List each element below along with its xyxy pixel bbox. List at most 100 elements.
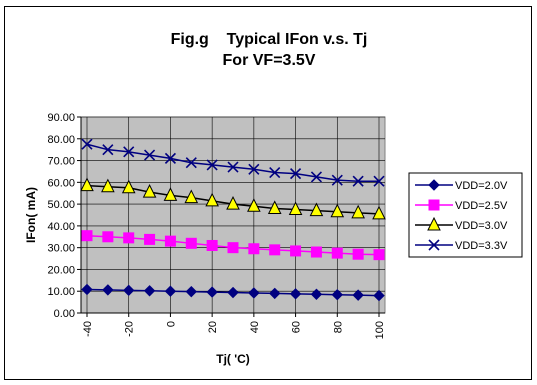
legend-box — [408, 172, 523, 258]
y-tick-label: 90.00 — [47, 112, 75, 124]
data-point — [331, 174, 343, 186]
legend: VDD=2.0V VDD=2.5V VDD=3.0V VDD=3.3V — [408, 172, 523, 258]
data-point — [102, 284, 114, 296]
y-axis-ticks: 0.00 10.00 20.00 30.00 40.00 50.00 60.00 70.00 8… — [47, 112, 81, 320]
x-axis-ticks: -40 -20 0 20 40 60 80 100 — [82, 313, 386, 339]
y-tick-label: 50.00 — [47, 199, 75, 211]
data-point — [289, 288, 302, 300]
y-tick-label: 80.00 — [47, 134, 75, 146]
legend-entry: VDD=3.0V — [415, 216, 508, 232]
data-point — [247, 198, 261, 212]
legend-marker — [428, 199, 440, 211]
legend-label: VDD=2.0V — [455, 180, 508, 192]
series-2 — [81, 230, 385, 261]
legend-marker — [428, 239, 440, 251]
data-point — [352, 175, 364, 187]
series-1 — [81, 283, 385, 302]
data-point — [267, 200, 282, 214]
data-point — [310, 246, 322, 258]
data-point — [144, 149, 156, 161]
data-point — [330, 203, 345, 218]
data-point — [248, 163, 260, 175]
legend-label: VDD=3.0V — [455, 220, 508, 232]
x-tick-label: 0 — [165, 321, 177, 327]
series-group — [80, 138, 386, 302]
data-point — [123, 146, 135, 158]
data-point — [164, 235, 176, 247]
data-point — [248, 287, 260, 299]
data-point — [144, 233, 156, 245]
data-point — [226, 195, 240, 210]
data-point — [80, 177, 94, 192]
legend-label: VDD=2.5V — [455, 200, 508, 212]
data-point — [351, 204, 365, 219]
data-point — [227, 242, 239, 254]
data-point — [373, 289, 385, 302]
data-point — [206, 239, 218, 251]
x-tick-label: -40 — [82, 321, 94, 337]
data-point — [290, 168, 302, 180]
chart-title: Fig.g Typical IFon v.s. Tj — [171, 31, 368, 48]
data-point — [123, 284, 135, 297]
x-tick-label: 100 — [374, 321, 386, 339]
data-point — [331, 247, 343, 259]
data-point — [185, 157, 197, 169]
data-point — [269, 287, 281, 300]
data-point — [81, 283, 93, 296]
data-point — [121, 179, 136, 194]
x-axis-title: Tj( 'C) — [216, 352, 250, 366]
legend-marker — [428, 179, 440, 191]
data-point — [101, 178, 115, 193]
data-point — [164, 152, 176, 164]
data-point — [309, 202, 324, 217]
legend-entry: VDD=2.5V — [415, 199, 508, 212]
data-point — [184, 189, 199, 204]
data-point — [288, 201, 303, 216]
data-point — [290, 245, 302, 257]
data-point — [102, 231, 114, 243]
data-point — [310, 171, 322, 183]
legend-entry: VDD=3.3V — [415, 239, 508, 252]
x-tick-label: 60 — [291, 321, 303, 333]
data-point — [269, 244, 281, 256]
legend-label: VDD=3.3V — [455, 240, 508, 252]
y-tick-label: 60.00 — [47, 177, 75, 189]
y-tick-label: 30.00 — [47, 243, 75, 255]
data-point — [227, 161, 239, 173]
series-4 — [81, 138, 385, 187]
data-point — [206, 286, 218, 298]
data-point — [185, 237, 197, 249]
chart-frame: Fig.g Typical IFon v.s. Tj For VF=3.5V 0… — [4, 6, 532, 380]
data-point — [185, 285, 197, 298]
data-point — [206, 159, 218, 171]
data-point — [248, 243, 260, 255]
y-tick-label: 10.00 — [47, 286, 75, 298]
data-point — [81, 230, 93, 242]
data-point — [143, 285, 156, 297]
y-axis-title: IFon( mA) — [24, 187, 38, 243]
data-point — [310, 288, 323, 300]
data-point — [102, 144, 114, 156]
data-point — [81, 138, 93, 150]
x-tick-label: 20 — [207, 321, 219, 333]
data-point — [331, 288, 343, 301]
data-point — [142, 184, 157, 198]
y-tick-label: 20.00 — [47, 264, 75, 276]
axes — [80, 117, 385, 314]
data-point — [372, 205, 386, 220]
data-point — [373, 249, 385, 261]
data-point — [269, 166, 281, 179]
chart-subtitle: For VF=3.5V — [223, 52, 316, 69]
legend-entry: VDD=2.0V — [415, 179, 508, 192]
data-point — [352, 289, 364, 301]
data-point — [163, 187, 178, 201]
y-tick-label: 70.00 — [47, 156, 75, 168]
data-point — [164, 285, 177, 297]
data-point — [352, 248, 364, 260]
y-tick-label: 0.00 — [54, 308, 75, 320]
x-tick-label: 40 — [249, 321, 261, 333]
series-3 — [80, 177, 386, 220]
data-point — [123, 232, 135, 244]
chart: Fig.g Typical IFon v.s. Tj For VF=3.5V 0… — [24, 31, 523, 366]
legend-marker — [427, 216, 441, 231]
